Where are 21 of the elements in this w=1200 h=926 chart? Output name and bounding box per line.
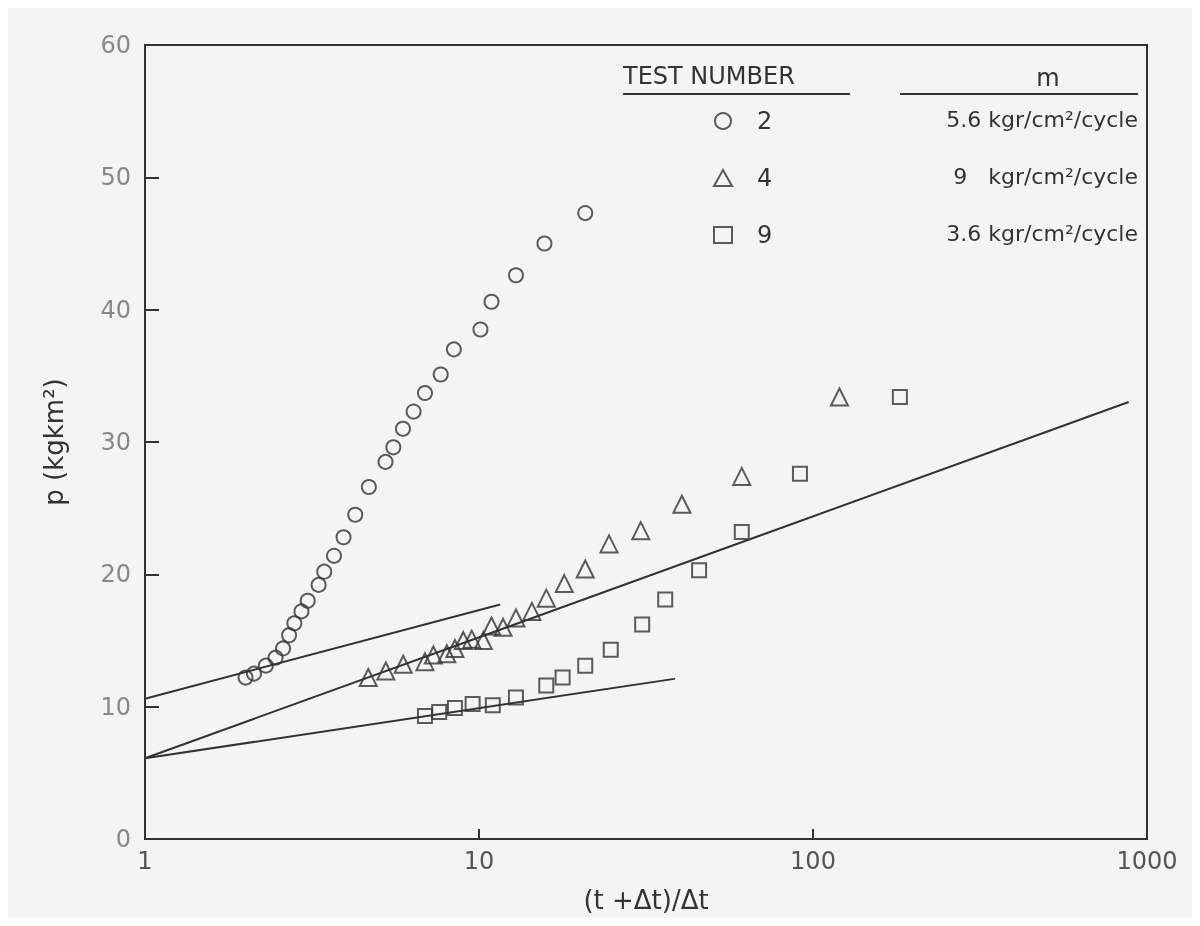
- x-tick-label: 10: [463, 847, 495, 875]
- annotation: 5.6 kgr/cm²/cycle: [946, 106, 1138, 132]
- x-tick-label: 1: [137, 847, 153, 875]
- legend-label: 2: [757, 107, 773, 135]
- x-tick-label: 1000: [1116, 847, 1178, 875]
- annotation: m: [1036, 64, 1060, 92]
- x-axis-title: (t +Δt)/Δt: [583, 885, 709, 915]
- y-tick-label: 10: [100, 692, 131, 721]
- y-tick-label: 50: [100, 163, 131, 192]
- y-tick-label: 30: [100, 428, 131, 456]
- x-tick-label: 100: [790, 847, 836, 875]
- y-tick-label: 40: [100, 295, 131, 324]
- annotation: 3.6 kgr/cm²/cycle: [946, 220, 1138, 246]
- y-axis-title: p (kgkm²): [39, 378, 69, 506]
- legend-label: 4: [757, 164, 773, 192]
- legend-title: TEST NUMBER: [622, 62, 795, 90]
- annotation: 9 kgr/cm²/cycle: [953, 163, 1138, 189]
- y-tick-label: 0: [115, 825, 131, 853]
- legend-label: 9: [757, 221, 773, 249]
- y-tick-label: 60: [100, 31, 131, 59]
- y-tick-label: 20: [100, 560, 131, 589]
